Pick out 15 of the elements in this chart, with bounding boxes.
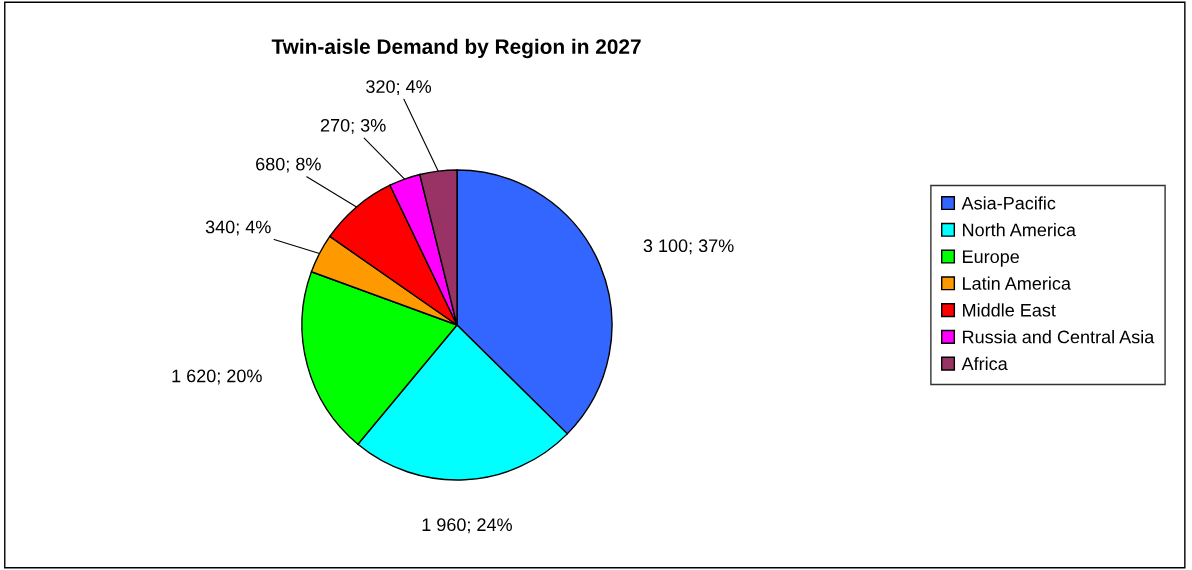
legend-label: Latin America: [963, 276, 1071, 290]
legend-label: Europe: [963, 250, 1019, 267]
data-label: 270; 3%: [320, 118, 386, 134]
data-label: 680; 8%: [256, 157, 321, 173]
legend-label: Africa: [961, 356, 1008, 371]
legend-label: North America: [963, 223, 1076, 237]
data-label: 3 100; 37%: [643, 239, 734, 255]
data-label: 320; 4%: [366, 80, 432, 96]
legend-label: Russia and Central Asia: [963, 330, 1155, 344]
legend-label: Asia-Pacific: [961, 196, 1056, 210]
data-label: 1 960; 24%: [422, 518, 512, 534]
chart-title: Twin-aisle Demand by Region in 2027: [271, 38, 641, 59]
legend-label: Middle East: [963, 303, 1056, 317]
data-label: 340; 4%: [205, 220, 271, 236]
data-label: 1 620; 20%: [172, 369, 262, 385]
